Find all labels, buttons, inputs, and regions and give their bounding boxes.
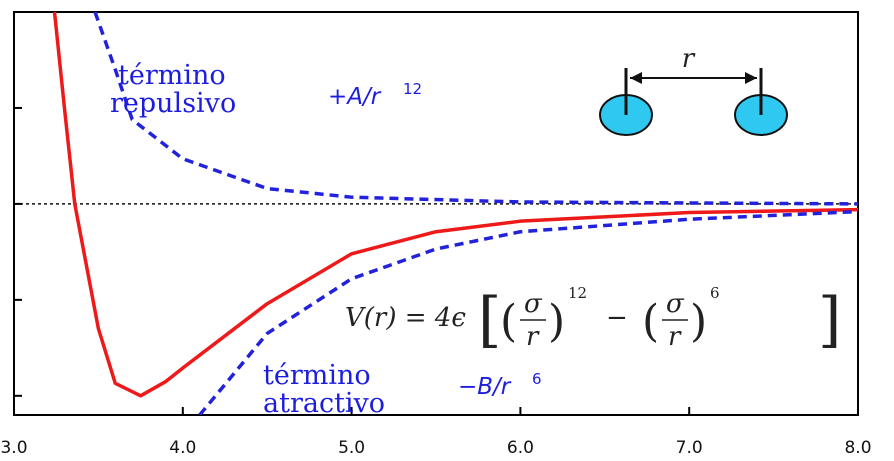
- plot-area: [14, 12, 858, 415]
- paren: (: [500, 296, 517, 347]
- minus: −: [606, 303, 628, 333]
- numerator: σ: [666, 289, 685, 319]
- formula-lhs: V(r) = 4ϵ: [345, 303, 466, 333]
- paren: ): [548, 296, 565, 347]
- numerator: σ: [524, 289, 543, 319]
- axes: 3.0 4.0 5.0 6.0 7.0 8.0: [0, 106, 872, 458]
- repulsive-exponent: 12: [403, 80, 422, 98]
- paren: ): [690, 296, 707, 347]
- x-tick-label: 4.0: [169, 438, 196, 458]
- x-tick-label: 8.0: [844, 438, 871, 458]
- x-tick-label: 6.0: [507, 438, 534, 458]
- bracket: [: [478, 285, 501, 355]
- denominator: r: [526, 322, 540, 352]
- attractive-exponent: 6: [532, 370, 542, 388]
- formula: V(r) = 4ϵ [ ( σ r ) 12 − ( σ r ) 6 ]: [345, 284, 841, 355]
- bracket: ]: [818, 285, 841, 355]
- series-line: [198, 209, 858, 415]
- molecule-diagram: r: [599, 44, 788, 136]
- distance-label: r: [682, 44, 696, 74]
- attractive-label: término: [263, 360, 371, 391]
- x-tick-label: 7.0: [676, 438, 703, 458]
- attractive-label: atractivo: [263, 388, 385, 419]
- exponent: 12: [568, 284, 587, 302]
- x-tick-label: 3.0: [0, 438, 27, 458]
- repulsive-label: término: [118, 60, 226, 91]
- attractive-term: −B/r: [458, 374, 512, 400]
- repulsive-label: repulsivo: [110, 88, 236, 119]
- x-tick-label: 5.0: [338, 438, 365, 458]
- paren: (: [642, 296, 659, 347]
- repulsive-term: +A/r: [328, 84, 382, 110]
- series-line: [52, 12, 858, 398]
- denominator: r: [668, 322, 682, 352]
- exponent: 6: [710, 284, 720, 302]
